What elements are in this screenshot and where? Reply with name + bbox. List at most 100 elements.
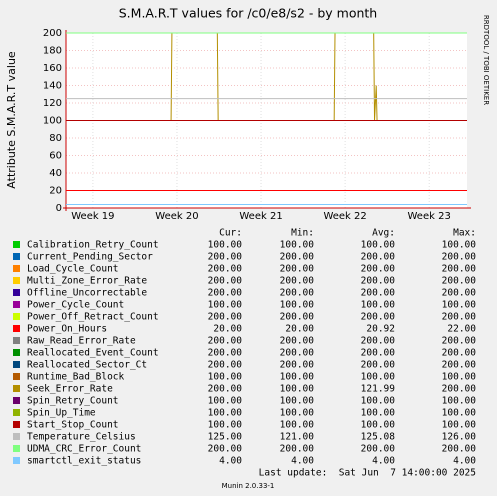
legend-value: 200.00 [208, 288, 243, 299]
legend-header: Min: [291, 228, 314, 239]
legend-value: 4.00 [453, 456, 476, 467]
legend-swatch [13, 361, 20, 368]
x-tick-label: Week 20 [155, 211, 198, 222]
legend-label: Offline_Uncorrectable [27, 288, 147, 299]
legend-value: 200.00 [442, 264, 477, 275]
legend-value: 200.00 [208, 276, 243, 287]
legend-value: 22.00 [447, 324, 476, 335]
legend-swatch [13, 433, 20, 440]
legend-value: 100.00 [208, 396, 243, 407]
legend-value: 200.00 [361, 276, 396, 287]
legend-value: 121.99 [361, 384, 396, 395]
x-tick-label: Week 22 [323, 211, 366, 222]
legend-header: Avg: [372, 228, 395, 239]
legend-value: 100.00 [361, 300, 396, 311]
legend-value: 200.00 [361, 252, 396, 263]
legend-value: 200.00 [208, 264, 243, 275]
y-tick-label: 60 [49, 151, 62, 162]
y-tick-label: 20 [49, 186, 62, 197]
legend-label: Raw_Read_Error_Rate [27, 336, 136, 347]
legend-swatch [13, 265, 20, 272]
legend-value: 200.00 [361, 444, 396, 455]
legend-label: Reallocated_Event_Count [27, 348, 159, 359]
legend-header: Max: [453, 228, 476, 239]
y-axis-label: Attribute S.M.A.R.T value [5, 51, 18, 189]
legend-value: 100.00 [361, 396, 396, 407]
legend-swatch [13, 241, 20, 248]
legend-swatch [13, 397, 20, 404]
legend-value: 200.00 [280, 312, 315, 323]
legend-label: Spin_Retry_Count [27, 396, 119, 407]
legend-value: 100.00 [361, 420, 396, 431]
legend-value: 200.00 [208, 336, 243, 347]
legend-value: 200.00 [442, 288, 477, 299]
legend-value: 200.00 [280, 264, 315, 275]
legend-value: 200.00 [361, 312, 396, 323]
legend-swatch [13, 253, 20, 260]
legend-label: Power_Off_Retract_Count [27, 312, 159, 323]
legend-label: Reallocated_Sector_Ct [27, 360, 147, 371]
y-tick-label: 0 [56, 203, 62, 214]
legend-value: 100.00 [280, 396, 315, 407]
legend-value: 200.00 [361, 336, 396, 347]
y-tick-label: 80 [49, 133, 62, 144]
legend-value: 20.00 [285, 324, 314, 335]
x-tick-label: Week 21 [239, 211, 282, 222]
legend-value: 121.00 [280, 432, 315, 443]
legend-label: Power_On_Hours [27, 324, 107, 335]
legend-swatch [13, 445, 20, 452]
legend-swatch [13, 385, 20, 392]
y-tick-label: 100 [43, 116, 62, 127]
legend-swatch [13, 349, 20, 356]
legend-value: 100.00 [442, 372, 477, 383]
legend-value: 100.00 [442, 420, 477, 431]
last-update: Last update: Sat Jun 7 14:00:00 2025 [259, 468, 476, 479]
x-tick-label: Week 23 [408, 211, 451, 222]
legend-swatch [13, 373, 20, 380]
legend-value: 200.00 [208, 252, 243, 263]
legend-label: Current_Pending_Sector [27, 252, 153, 263]
legend-value: 200.00 [208, 348, 243, 359]
legend-swatch [13, 313, 20, 320]
legend-value: 100.00 [208, 420, 243, 431]
legend-label: Runtime_Bad_Block [27, 372, 125, 383]
legend-swatch [13, 457, 20, 464]
legend-value: 200.00 [208, 360, 243, 371]
legend-value: 100.00 [280, 240, 315, 251]
legend-value: 200.00 [361, 264, 396, 275]
legend-value: 200.00 [361, 348, 396, 359]
legend-value: 20.92 [366, 324, 395, 335]
legend-value: 4.00 [372, 456, 395, 467]
legend-value: 200.00 [280, 360, 315, 371]
legend-value: 100.00 [442, 240, 477, 251]
legend-value: 200.00 [361, 360, 396, 371]
legend-value: 126.00 [442, 432, 477, 443]
chart-title: S.M.A.R.T values for /c0/e8/s2 - by mont… [119, 6, 377, 21]
legend-value: 100.00 [280, 300, 315, 311]
legend-label: Power_Cycle_Count [27, 300, 124, 311]
legend-value: 100.00 [361, 408, 396, 419]
legend-value: 100.00 [442, 300, 477, 311]
x-tick-label: Week 19 [71, 211, 114, 222]
legend-value: 200.00 [442, 276, 477, 287]
legend-value: 100.00 [442, 408, 477, 419]
legend-swatch [13, 277, 20, 284]
legend-value: 100.00 [208, 408, 243, 419]
legend-swatch [13, 337, 20, 344]
legend-label: smartctl_exit_status [27, 456, 141, 467]
y-tick-label: 200 [43, 28, 62, 39]
legend-label: Start_Stop_Count [27, 420, 119, 431]
legend-value: 100.00 [280, 420, 315, 431]
legend-value: 200.00 [442, 348, 477, 359]
y-tick-label: 160 [43, 63, 62, 74]
legend-value: 125.00 [208, 432, 243, 443]
legend-value: 100.00 [208, 240, 243, 251]
legend-value: 20.00 [213, 324, 242, 335]
legend-value: 125.08 [361, 432, 396, 443]
legend-swatch [13, 325, 20, 332]
legend-value: 100.00 [361, 240, 396, 251]
legend-value: 100.00 [208, 300, 243, 311]
legend-value: 200.00 [442, 384, 477, 395]
legend-value: 100.00 [361, 372, 396, 383]
